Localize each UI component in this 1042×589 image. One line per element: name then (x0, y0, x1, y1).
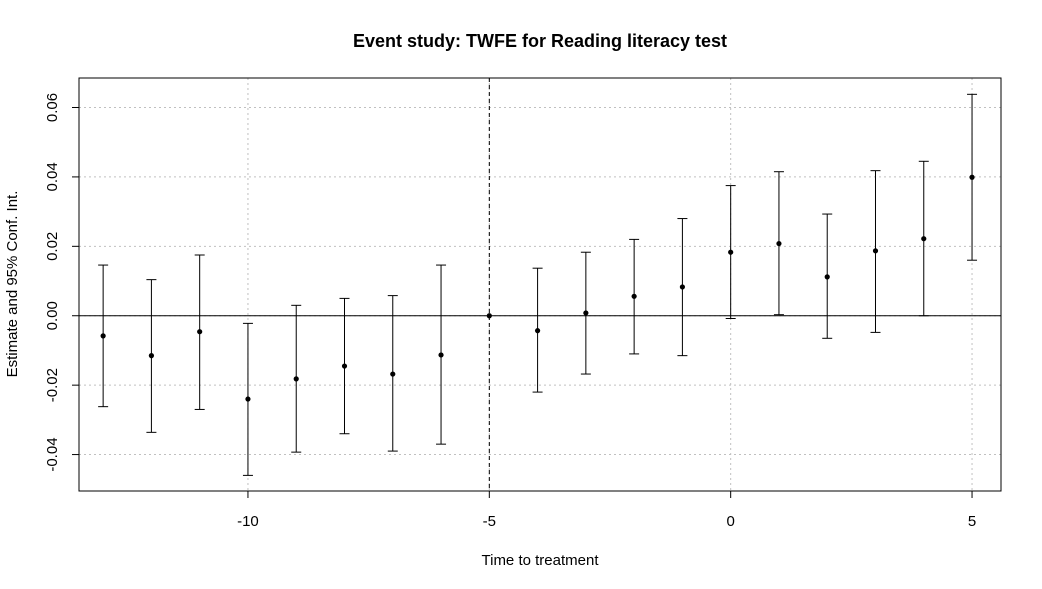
point-estimate (390, 371, 396, 377)
point-estimate (728, 249, 734, 255)
point-estimate (148, 353, 155, 359)
point-estimate (776, 240, 782, 247)
x-axis: -10 -5 0 5 (237, 491, 976, 530)
point-estimate (631, 293, 637, 299)
x-tick-label: 5 (968, 513, 976, 530)
point-estimate (824, 274, 830, 280)
point-estimate (245, 396, 251, 402)
x-tick-label: 0 (727, 513, 735, 530)
chart-title: Event study: TWFE for Reading literacy t… (353, 31, 727, 51)
x-axis-label: Time to treatment (482, 552, 600, 569)
y-tick-label: 0.02 (44, 232, 61, 261)
y-tick-label: -0.04 (44, 437, 61, 471)
y-tick-label: 0.06 (44, 93, 61, 122)
x-tick-label: -10 (237, 513, 259, 530)
x-tick-label: -5 (483, 513, 496, 530)
point-estimate (341, 363, 348, 369)
point-estimate (293, 376, 299, 382)
point-estimate (486, 313, 492, 319)
point-estimates (100, 174, 975, 402)
point-estimate (197, 329, 203, 335)
point-estimate (583, 310, 589, 316)
point-estimate (100, 333, 106, 339)
reference-lines (79, 78, 1001, 491)
point-estimate (679, 284, 686, 290)
y-axis-label: Estimate and 95% Conf. Int. (4, 191, 21, 378)
point-estimate (921, 236, 927, 242)
point-estimate (534, 328, 541, 334)
y-axis: -0.04 -0.02 0.00 0.02 0.04 0.06 (44, 93, 79, 472)
y-tick-label: 0.00 (44, 301, 61, 330)
point-estimate (872, 248, 879, 254)
point-estimate (969, 174, 975, 180)
plot-frame (78, 77, 1002, 492)
error-bars (98, 93, 978, 476)
y-tick-label: -0.02 (44, 368, 61, 402)
y-tick-label: 0.04 (44, 162, 61, 191)
grid-lines (79, 78, 1001, 491)
point-estimate (438, 352, 444, 358)
